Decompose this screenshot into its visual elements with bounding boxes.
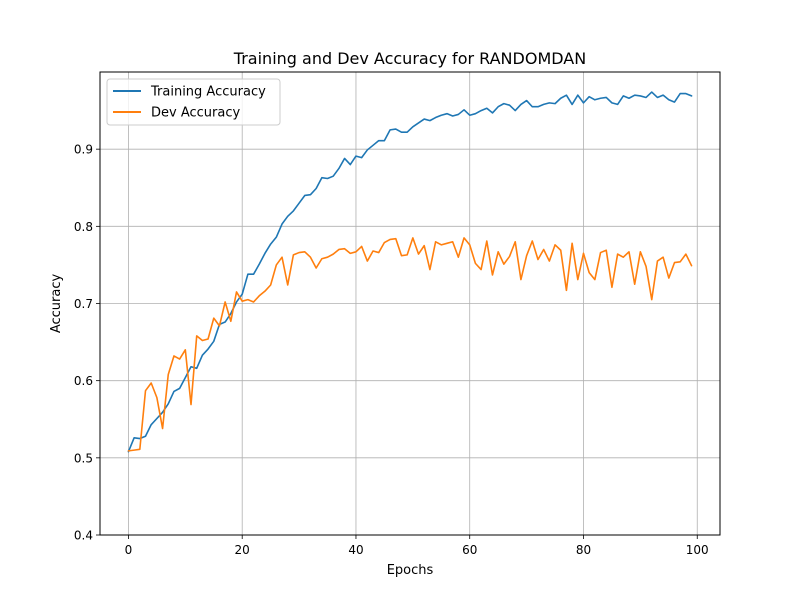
x-tick-label: 100 [686,543,709,557]
x-tick-label: 60 [462,543,477,557]
x-tick-label: 0 [125,543,133,557]
x-tick-label: 40 [348,543,363,557]
y-tick-label: 0.9 [74,143,93,157]
x-axis-ticks: 0 20 40 60 80 100 [125,535,709,557]
y-tick-label: 0.6 [74,374,93,388]
x-axis-label: Epochs [387,563,434,578]
y-tick-label: 0.8 [74,220,93,234]
y-tick-label: 0.7 [74,297,93,311]
y-axis-label: Accuracy [49,274,64,334]
legend: Training Accuracy Dev Accuracy [107,79,280,125]
y-tick-label: 0.5 [74,451,93,465]
y-tick-label: 0.4 [74,529,93,543]
y-axis-ticks: 0.4 0.5 0.6 0.7 0.8 0.9 [74,143,100,543]
legend-label-training: Training Accuracy [150,85,266,100]
x-tick-label: 80 [576,543,591,557]
x-tick-label: 20 [235,543,250,557]
legend-label-dev: Dev Accuracy [151,106,240,121]
chart-title: Training and Dev Accuracy for RANDOMDAN [233,49,586,68]
